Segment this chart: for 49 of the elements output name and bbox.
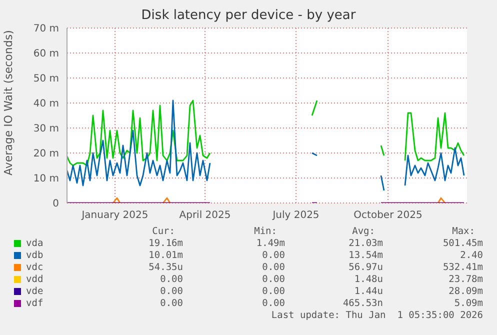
legend-label: vdb <box>26 250 44 261</box>
y-tick-label: 10 m <box>33 174 59 185</box>
text: Cur: <box>152 226 175 237</box>
legend-label: vdc <box>26 262 44 273</box>
text: 56.97u <box>348 262 383 273</box>
text: 0.00 <box>160 286 183 297</box>
text: 0.00 <box>262 298 285 309</box>
x-tick-label: October 2025 <box>354 210 422 222</box>
chart-title: Disk latency per device - by year <box>140 8 357 23</box>
text: 0.00 <box>160 274 183 285</box>
text: 501.45m <box>442 238 483 249</box>
text: 21.03m <box>348 238 383 249</box>
text: 19.16m <box>148 238 183 249</box>
text: Avg: <box>352 226 375 237</box>
y-axis-title: Average IO Wait (seconds) <box>2 30 15 176</box>
text: 54.35u <box>148 262 183 273</box>
y-tick-label: 20 m <box>33 148 59 160</box>
text: 10.01m <box>148 250 183 261</box>
legend-label: vdf <box>26 298 44 309</box>
text: 28.09m <box>448 286 483 297</box>
text: 5.09m <box>454 298 483 309</box>
text: Min: <box>254 226 277 237</box>
y-tick-label: 60 m <box>33 48 59 60</box>
text: 1.44u <box>354 286 383 297</box>
text: 0.00 <box>262 262 285 273</box>
text: 0.00 <box>262 274 285 285</box>
y-tick-label: 70 m <box>33 24 59 35</box>
legend-label: vda <box>26 238 44 249</box>
text: 0.00 <box>262 250 285 261</box>
x-tick-label: April 2025 <box>179 210 231 222</box>
text: 1.48u <box>354 274 383 285</box>
y-tick-label: 50 m <box>33 74 59 85</box>
text: 1.49m <box>256 238 285 249</box>
text: Max: <box>452 226 475 237</box>
text: 465.53n <box>342 298 383 309</box>
x-tick-label: July 2025 <box>272 210 320 222</box>
legend-label: vde <box>26 286 44 297</box>
text: 0.00 <box>160 298 183 309</box>
text: 0.00 <box>262 286 285 297</box>
y-tick-label: 40 m <box>33 98 59 110</box>
y-tick-label: 0 <box>52 198 59 210</box>
text: 532.41m <box>442 262 483 273</box>
x-tick-label: January 2025 <box>80 210 148 222</box>
y-tick-label: 30 m <box>33 124 59 135</box>
text: 13.54m <box>348 250 383 261</box>
legend-label: vdd <box>26 274 44 285</box>
text: Last update: Thu Jan 1 05:35:00 2026 <box>271 310 483 321</box>
text: 23.78m <box>448 274 483 285</box>
text: 2.40 <box>460 250 483 261</box>
